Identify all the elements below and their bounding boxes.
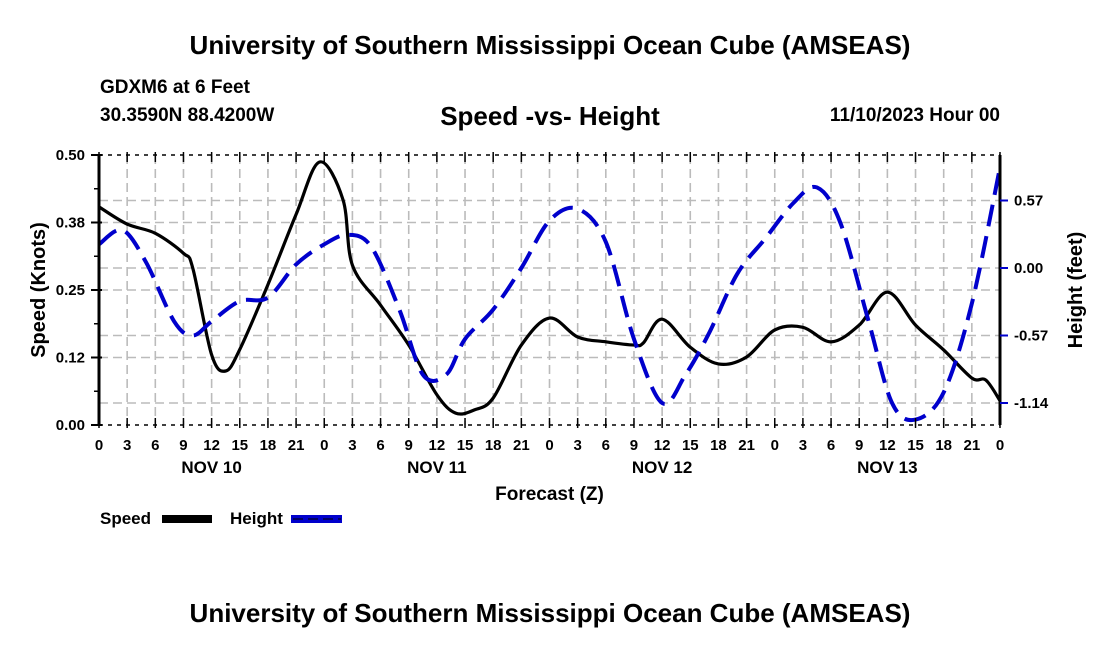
y-tick-label: 0.12 (56, 350, 85, 367)
coordinates-label: 30.3590N 88.4200W (100, 105, 275, 126)
station-label: GDXM6 at 6 Feet (100, 77, 250, 98)
x-tick-label: 18 (935, 437, 952, 454)
x-tick-label: 21 (964, 437, 981, 454)
y-tick-label: 0.00 (56, 417, 85, 434)
legend-height-label: Height (230, 509, 283, 528)
x-tick-label: 0 (996, 437, 1004, 454)
x-tick-label: 0 (771, 437, 779, 454)
y-axis-title: Speed (Knots) (28, 222, 50, 358)
x-tick-label: 0 (545, 437, 553, 454)
legend-speed-swatch (162, 515, 212, 523)
x-tick-label: 15 (907, 437, 924, 454)
x-tick-label: 15 (231, 437, 248, 454)
forecast-date-label: 11/10/2023 Hour 00 (829, 105, 1000, 126)
x-tick-label: 0 (95, 437, 103, 454)
y-tick-label: 0.38 (56, 215, 85, 232)
x-tick-label: 6 (376, 437, 384, 454)
y-tick-label: 0.25 (56, 282, 85, 299)
y2-tick-label: -1.14 (1014, 395, 1049, 412)
axis-labels: 0 3 6 9 12 15 18 21 0 3 6 9 12 15 18 21 0 3 6 9 12 15 18 21 0 3 6 9… (28, 147, 1087, 505)
x-tick-label: 9 (855, 437, 863, 454)
x-axis-title: Forecast (Z) (495, 484, 604, 505)
x-tick-label: 21 (288, 437, 305, 454)
y-tick-label: 0.50 (56, 147, 85, 164)
footer-title: University of Southern Mississippi Ocean… (189, 598, 911, 628)
x-tick-label: 18 (485, 437, 502, 454)
x-tick-label: 15 (457, 437, 474, 454)
y2-tick-label: -0.57 (1014, 328, 1048, 345)
x-tick-label: 12 (429, 437, 446, 454)
x-tick-label: 15 (682, 437, 699, 454)
x-tick-label: 21 (513, 437, 530, 454)
x-tick-label: 9 (179, 437, 187, 454)
speed-series-line (98, 160, 1002, 416)
x-tick-label: 21 (738, 437, 755, 454)
legend-speed-label: Speed (100, 509, 151, 528)
x-tick-label: 18 (260, 437, 277, 454)
series-layer (97, 160, 1002, 423)
x-tick-label: 6 (602, 437, 610, 454)
x-tick-label: 0 (320, 437, 328, 454)
x-tick-label: 9 (630, 437, 638, 454)
y2-axis-title: Height (feet) (1065, 232, 1087, 349)
x-tick-label: 12 (203, 437, 220, 454)
y2-tick-label: 0.57 (1014, 193, 1043, 210)
page-title: University of Southern Mississippi Ocean… (189, 30, 911, 60)
axes (91, 152, 1008, 428)
day-label: NOV 13 (857, 458, 917, 477)
chart-title: Speed -vs- Height (440, 101, 660, 131)
x-tick-label: 6 (151, 437, 159, 454)
x-tick-label: 9 (405, 437, 413, 454)
x-tick-label: 6 (827, 437, 835, 454)
legend: Speed Height (100, 509, 342, 528)
x-tick-label: 12 (879, 437, 896, 454)
y2-tick-label: 0.00 (1014, 260, 1043, 277)
x-tick-label: 3 (573, 437, 581, 454)
day-label: NOV 11 (407, 458, 467, 477)
grid (99, 155, 1000, 425)
x-tick-label: 3 (348, 437, 356, 454)
x-tick-label: 12 (654, 437, 671, 454)
x-tick-label: 18 (710, 437, 727, 454)
x-tick-label: 3 (799, 437, 807, 454)
day-label: NOV 10 (181, 458, 241, 477)
day-label: NOV 12 (632, 458, 692, 477)
x-tick-label: 3 (123, 437, 131, 454)
